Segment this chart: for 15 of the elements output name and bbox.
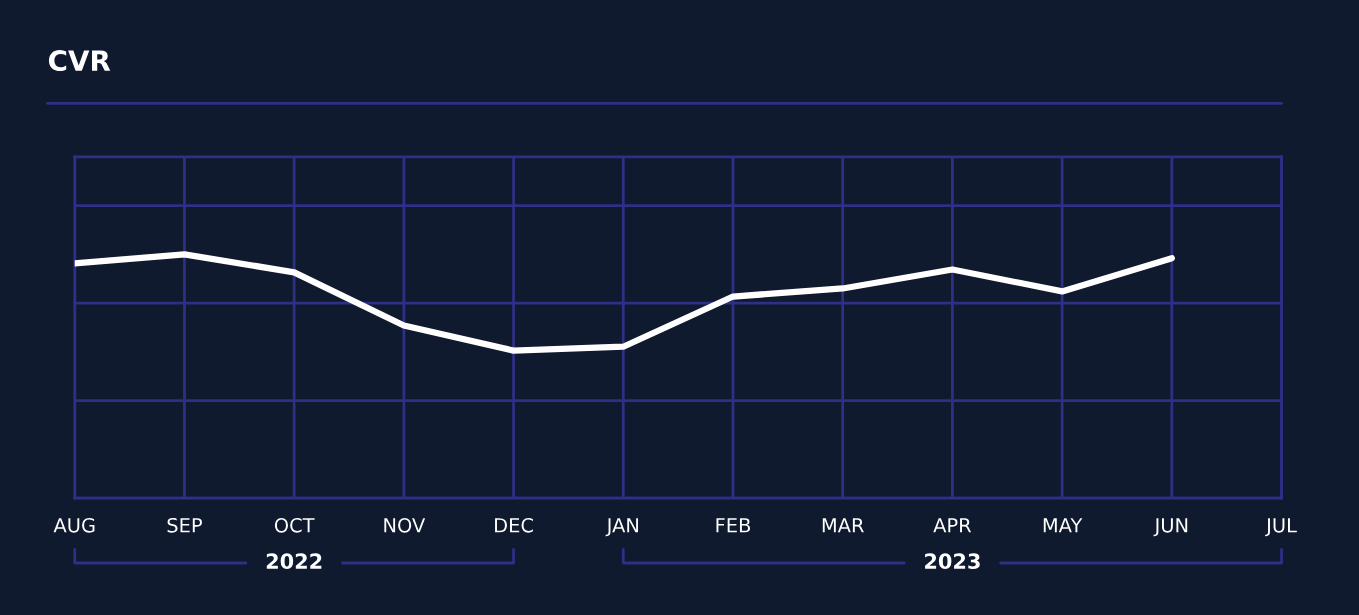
- x-tick-label: OCT: [274, 517, 315, 533]
- x-tick-label: MAY: [1043, 518, 1083, 533]
- x-tick-label: JUL: [1265, 518, 1297, 537]
- text: 2022: [266, 553, 322, 570]
- x-tick-label: NOV: [384, 517, 426, 533]
- x-tick-label: DEC: [495, 517, 533, 533]
- x-tick-label: APR: [933, 518, 972, 533]
- x-tick-label: FEB: [716, 518, 751, 533]
- x-tick-label: AUG: [53, 517, 95, 533]
- x-tick-label: MAR: [822, 518, 864, 533]
- x-tick-label: SEP: [167, 517, 202, 533]
- x-tick-label: JAN: [605, 518, 638, 537]
- text: 2023: [925, 553, 980, 570]
- chart-title: CVR: [48, 50, 111, 72]
- x-tick-label: JUN: [1153, 518, 1188, 537]
